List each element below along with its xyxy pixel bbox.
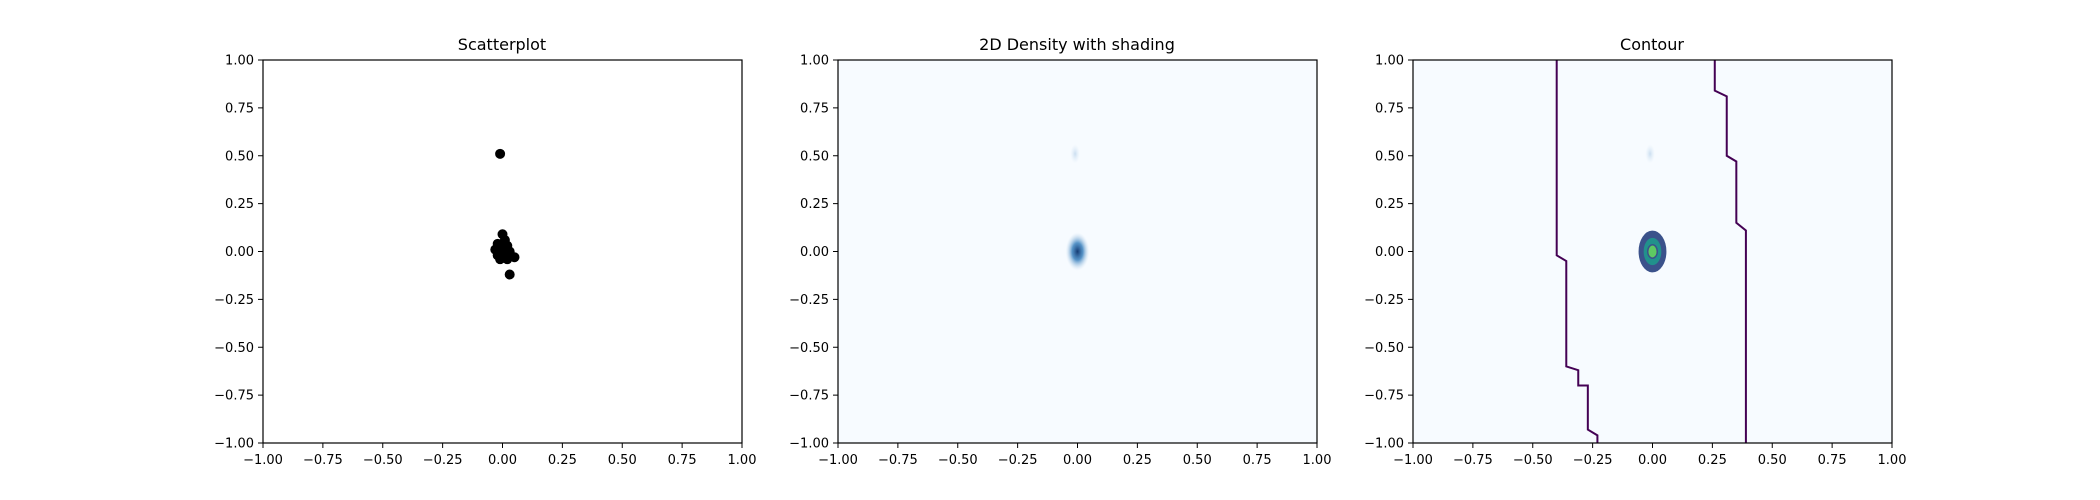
scatter-title: Scatterplot: [458, 35, 546, 54]
x-tick-label: 0.75: [1243, 453, 1272, 468]
y-tick-label: 0.00: [800, 245, 829, 260]
y-tick-label: −0.50: [789, 341, 829, 356]
x-tick-label: −0.50: [363, 453, 403, 468]
density-faint-peak: [1070, 144, 1080, 164]
x-tick-label: 1.00: [1878, 453, 1907, 468]
y-tick-label: −0.25: [1364, 293, 1404, 308]
y-tick-label: 1.00: [1375, 54, 1404, 69]
x-tick-label: 0.00: [1063, 453, 1092, 468]
y-tick-label: 0.50: [800, 149, 829, 164]
density-peak: [1065, 232, 1090, 271]
y-tick-label: −1.00: [214, 437, 254, 452]
contour-ring: [1646, 244, 1659, 259]
y-tick-label: −1.00: [1364, 437, 1404, 452]
contour-faint-peak: [1645, 144, 1655, 164]
x-tick-label: −1.00: [818, 453, 858, 468]
x-tick-label: 0.25: [1698, 453, 1727, 468]
y-tick-label: −0.75: [789, 389, 829, 404]
x-tick-label: 0.25: [548, 453, 577, 468]
density-title: 2D Density with shading: [979, 35, 1175, 54]
scatter-plot-area: [490, 148, 520, 280]
x-tick-label: 0.25: [1123, 453, 1152, 468]
y-tick-label: 0.25: [1375, 197, 1404, 212]
y-tick-label: 1.00: [800, 54, 829, 69]
y-tick-label: −0.50: [1364, 341, 1404, 356]
contour-plot-area: [1413, 60, 1892, 443]
contour-ticks: −1.00 −0.75 −0.50 −0.25 0.00 0.25 0.50 0.75 1.00…: [1364, 54, 1906, 469]
x-tick-label: −1.00: [243, 453, 283, 468]
scatter-point: [509, 252, 520, 263]
x-tick-label: −0.75: [1453, 453, 1493, 468]
density-plot-area: [838, 60, 1317, 443]
x-tick-label: −0.75: [878, 453, 918, 468]
contour-line: [1713, 60, 1747, 443]
x-tick-label: −1.00: [1393, 453, 1433, 468]
x-tick-label: 0.75: [668, 453, 697, 468]
x-tick-label: 0.00: [488, 453, 517, 468]
contour-line: [1555, 60, 1599, 443]
y-tick-label: −0.25: [214, 293, 254, 308]
x-tick-label: 0.50: [608, 453, 637, 468]
contour-panel: Contour −1.00 −0.75 −0.50 −0.25 0.00 0.25 0.50…: [1364, 35, 1906, 468]
y-tick-label: 0.75: [800, 101, 829, 116]
y-tick-label: 0.00: [1375, 245, 1404, 260]
x-tick-label: 1.00: [728, 453, 757, 468]
y-tick-label: 0.25: [800, 197, 829, 212]
scatter-panel: Scatterplot −1.00 −0.75 −0.50 −0.25 0.00 0.25…: [214, 35, 756, 468]
y-tick-label: 1.00: [225, 54, 254, 69]
x-tick-label: 1.00: [1303, 453, 1332, 468]
x-tick-label: −0.25: [998, 453, 1038, 468]
y-tick-label: 0.75: [1375, 101, 1404, 116]
y-tick-label: 0.25: [225, 197, 254, 212]
x-tick-label: 0.50: [1758, 453, 1787, 468]
y-tick-label: 0.00: [225, 245, 254, 260]
density-ticks: −1.00 −0.75 −0.50 −0.25 0.00 0.25 0.50 0.75 1.00…: [789, 54, 1331, 469]
x-tick-label: −0.50: [938, 453, 978, 468]
y-tick-label: −0.75: [214, 389, 254, 404]
y-tick-label: −0.25: [789, 293, 829, 308]
x-tick-label: 0.50: [1183, 453, 1212, 468]
y-tick-label: −1.00: [789, 437, 829, 452]
scatter-point: [495, 148, 506, 159]
y-tick-label: 0.50: [1375, 149, 1404, 164]
x-tick-label: −0.50: [1513, 453, 1553, 468]
y-tick-label: −0.50: [214, 341, 254, 356]
y-tick-label: 0.50: [225, 149, 254, 164]
y-tick-label: 0.75: [225, 101, 254, 116]
x-tick-label: −0.25: [423, 453, 463, 468]
density-panel: 2D Density with shading −1.00 −0.75 −0.50−…: [789, 35, 1331, 468]
x-tick-label: −0.25: [1573, 453, 1613, 468]
scatter-point: [499, 250, 510, 261]
scatter-point: [504, 269, 515, 280]
y-tick-label: −0.75: [1364, 389, 1404, 404]
contour-title: Contour: [1620, 35, 1684, 54]
x-tick-label: −0.75: [303, 453, 343, 468]
x-tick-label: 0.75: [1818, 453, 1847, 468]
scatter-ticks: −1.00 −0.75 −0.50 −0.25 0.00 0.25 0.50 0.75 1.00…: [214, 54, 756, 469]
x-tick-label: 0.00: [1638, 453, 1667, 468]
